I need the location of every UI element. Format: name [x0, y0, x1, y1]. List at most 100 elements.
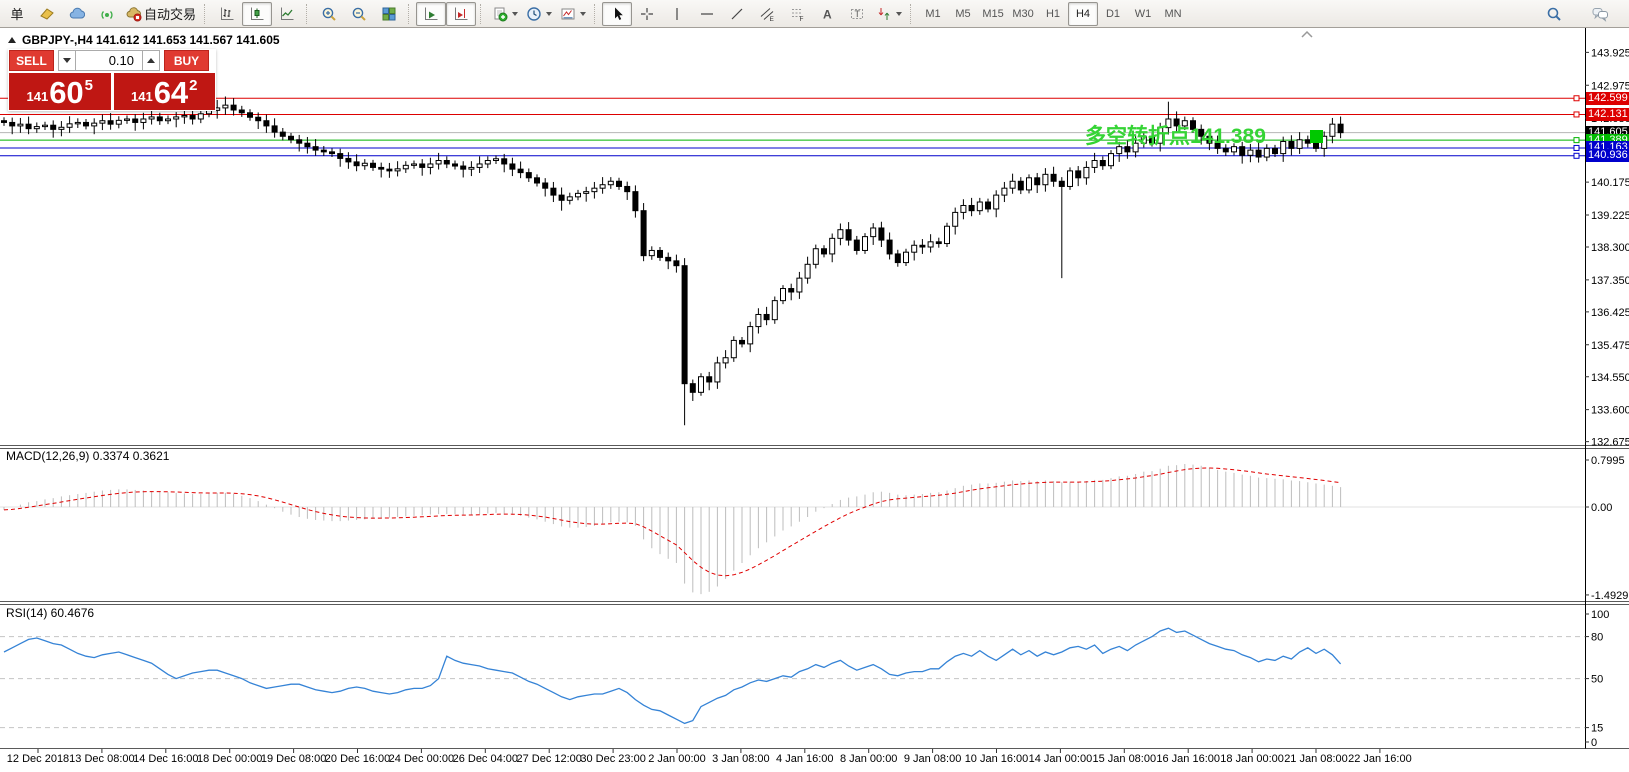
resistance-price-badge: 142.131 [1586, 107, 1629, 121]
tf-m5-button[interactable]: M5 [948, 2, 978, 26]
time-axis-label: 16 Jan 16:00 [1156, 753, 1220, 765]
macd-axis-tick: 0.7995 [1591, 455, 1625, 467]
lot-increase-button[interactable] [142, 50, 160, 71]
tf-h4-button[interactable]: H4 [1068, 1, 1099, 26]
search-icon [1547, 7, 1561, 21]
hline-drag-handle[interactable] [1573, 144, 1580, 151]
price-axis-tick: 137.350 [1591, 275, 1629, 287]
tf-m30-button[interactable]: M30 [1008, 2, 1038, 26]
fibonacci-button[interactable]: F [782, 2, 812, 26]
macd-histogram [3, 464, 1342, 595]
tf-mn-button[interactable]: MN [1158, 2, 1188, 26]
time-axis-label: 14 Dec 16:00 [133, 753, 198, 765]
hline-drag-handle[interactable] [1573, 152, 1580, 159]
time-axis-label: 20 Dec 16:00 [325, 753, 390, 765]
chevron-down-icon [546, 11, 553, 16]
chevron-down-icon [512, 11, 519, 16]
price-axis-tick: 133.600 [1591, 405, 1629, 417]
macd-axis-tick: -1.4929 [1591, 590, 1628, 602]
cloud-button[interactable] [62, 2, 92, 26]
line-chart-button[interactable] [272, 2, 302, 26]
tile-windows-button[interactable] [374, 2, 404, 26]
new-order-button[interactable]: 单 [2, 2, 32, 26]
toolbar-separator [204, 3, 208, 24]
time-axis-label: 10 Jan 16:00 [965, 753, 1029, 765]
sell-price-base: 141 [26, 89, 49, 104]
minus-arrow-icon [63, 58, 71, 63]
time-axis-label: 9 Jan 08:00 [904, 753, 962, 765]
toolbar-separator [594, 3, 598, 24]
price-axis-tick: 136.425 [1591, 307, 1629, 319]
tf-m15-button[interactable]: M15 [978, 2, 1008, 26]
toolbar-separator [408, 3, 412, 24]
price-axis-tick: 138.300 [1591, 242, 1629, 254]
text-icon: A [823, 7, 832, 21]
tf-m1-button[interactable]: M1 [918, 2, 948, 26]
chevron-up-icon[interactable] [1301, 30, 1313, 38]
bar-chart-button[interactable] [212, 2, 242, 26]
candlestick-button[interactable] [242, 1, 273, 26]
buy-price-tile[interactable]: 141 64 2 [113, 73, 215, 110]
lot-decrease-button[interactable] [58, 50, 76, 71]
hline-drag-handle[interactable] [1573, 137, 1580, 144]
zoom-in-button[interactable] [314, 2, 344, 26]
cursor-button[interactable] [602, 1, 633, 26]
lot-size-input[interactable] [76, 50, 142, 71]
cursor-icon [615, 7, 623, 20]
add-indicator-icon [494, 7, 508, 21]
chart-shift-button[interactable] [446, 1, 477, 26]
svg-text:E: E [770, 16, 775, 22]
time-axis-label: 24 Dec 00:00 [389, 753, 454, 765]
market-depth-button[interactable] [32, 2, 62, 26]
channel-button[interactable]: E [752, 2, 782, 26]
hline-drag-handle[interactable] [1573, 111, 1580, 118]
crosshair-button[interactable] [632, 2, 662, 26]
auto-scroll-icon [425, 7, 438, 20]
hline-drag-handle[interactable] [1573, 95, 1580, 102]
time-axis-label: 18 Jan 00:00 [1220, 753, 1284, 765]
arrows-button[interactable] [872, 2, 906, 26]
time-axis-label: 12 Dec 2018 [7, 753, 69, 765]
collapse-panel-icon[interactable] [8, 37, 16, 43]
macd-signal-line [3, 467, 1341, 577]
indicators-button[interactable] [488, 2, 522, 26]
rsi-axis-tick: 15 [1591, 723, 1603, 735]
time-axis-label: 14 Jan 00:00 [1029, 753, 1093, 765]
text-label-button[interactable]: T [842, 2, 872, 26]
toolbar-separator [910, 3, 914, 24]
time-axis-label: 22 Jan 16:00 [1348, 753, 1412, 765]
auto-scroll-button[interactable] [416, 1, 447, 26]
zoom-out-button[interactable] [344, 2, 374, 26]
toolbar-separator [480, 3, 484, 24]
zoom-in-icon [322, 7, 336, 21]
candlestick-icon [251, 7, 264, 20]
tf-h1-button[interactable]: H1 [1038, 2, 1068, 26]
zoom-out-icon [352, 7, 366, 21]
tf-d1-button[interactable]: D1 [1098, 2, 1128, 26]
periods-button[interactable] [522, 2, 556, 26]
gold-tag-icon [40, 7, 54, 20]
cloud-icon [69, 7, 85, 18]
tf-mn-button-label: MN [1164, 7, 1182, 20]
time-axis-label: 19 Dec 08:00 [261, 753, 326, 765]
signals-button[interactable] [92, 2, 122, 26]
sell-price-tile[interactable]: 141 60 5 [9, 73, 111, 110]
buy-button[interactable]: BUY [164, 50, 209, 71]
svg-text:A: A [823, 7, 832, 21]
search-button[interactable] [1539, 2, 1569, 26]
price-axis-tick: 142.975 [1591, 80, 1629, 92]
sell-button[interactable]: SELL [9, 50, 54, 71]
vertical-line-button[interactable] [662, 2, 692, 26]
time-axis-label: 27 Dec 12:00 [516, 753, 581, 765]
tf-w1-button[interactable]: W1 [1128, 2, 1158, 26]
trendline-button[interactable] [722, 2, 752, 26]
horizontal-line-button[interactable] [692, 2, 722, 26]
line-chart-icon [281, 7, 294, 20]
templates-button[interactable] [556, 2, 590, 26]
price-axis-tick: 134.550 [1591, 372, 1629, 384]
text-button[interactable]: A [812, 2, 842, 26]
chat-button[interactable] [1585, 2, 1615, 26]
autotrading-button[interactable]: 自动交易 [122, 2, 200, 26]
main-toolbar: 单 自动交易 E F A T M1 M5 M15 M30 H1 H4 D1 W1 MN [0, 0, 1629, 28]
buy-marker-square[interactable] [1310, 130, 1323, 144]
